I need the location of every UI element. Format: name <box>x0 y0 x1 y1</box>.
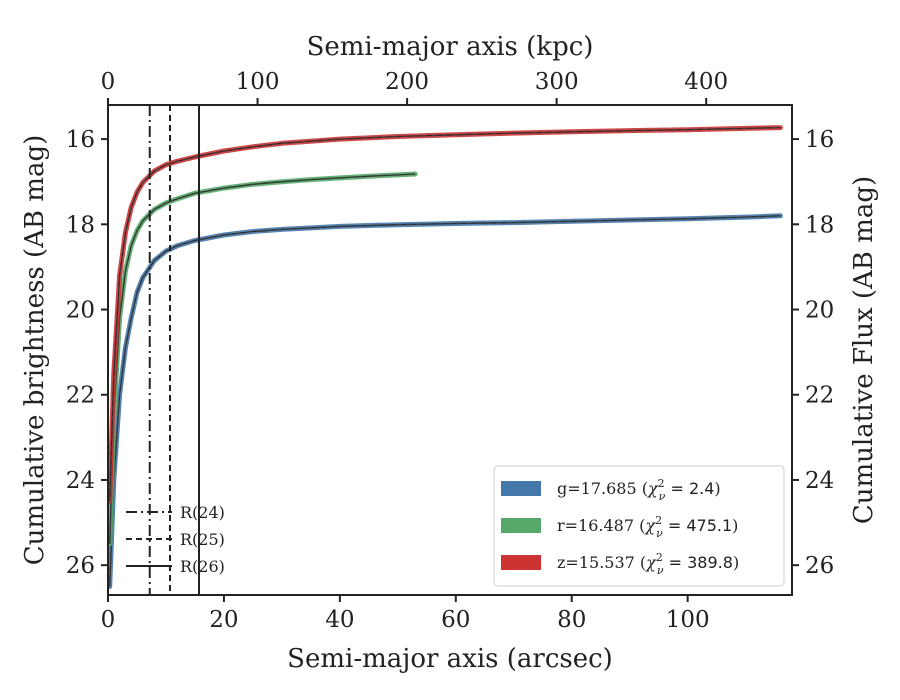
y-left-tick-label: 16 <box>66 127 95 153</box>
series-r-model <box>108 173 416 544</box>
x-axis-bottom-label: Semi-major axis (arcsec) <box>287 644 613 674</box>
y-right-tick-label: 26 <box>805 553 834 579</box>
y-left-tick-label: 26 <box>66 553 95 579</box>
legend-g-swatch <box>501 481 541 496</box>
x-axis-top-label: Semi-major axis (kpc) <box>307 32 594 62</box>
x-top-tick-label: 400 <box>684 69 728 95</box>
plot-marks <box>108 105 783 595</box>
legend-r25-label: R(25) <box>180 530 225 549</box>
plot-area <box>108 105 783 595</box>
y-left-tick-label: 20 <box>66 298 95 324</box>
y-right-tick-label: 24 <box>805 468 834 494</box>
y-right-tick-label: 22 <box>805 383 834 409</box>
x-top-tick-label: 0 <box>101 69 116 95</box>
x-top-tick-label: 100 <box>236 69 280 95</box>
legend-box <box>493 465 785 587</box>
legend-r24-label: R(24) <box>180 503 225 522</box>
x-top-tick-label: 200 <box>385 69 429 95</box>
x-bottom-tick-label: 100 <box>666 607 710 633</box>
y-left-tick-label: 18 <box>66 212 95 238</box>
legend-z-label: z=15.537 (χ2 ν = 389.8) <box>557 551 739 577</box>
y-left-tick-label: 22 <box>66 383 95 409</box>
x-bottom-tick-label: 20 <box>209 607 238 633</box>
legend-z-swatch <box>501 555 541 570</box>
series-z-model <box>108 126 781 502</box>
x-bottom-tick-label: 60 <box>441 607 470 633</box>
y-right-tick-label: 20 <box>805 298 834 324</box>
legend-bands: g=17.685 (χ2 ν = 2.4) r=16.487 (χ2 ν = 475… <box>493 465 785 587</box>
series-g-model <box>108 215 781 587</box>
legend-g-label: g=17.685 (χ2 ν = 2.4) <box>557 477 721 503</box>
series-z-band <box>108 125 783 504</box>
y-right-tick-label: 18 <box>805 212 834 238</box>
x-bottom-tick-label: 80 <box>557 607 586 633</box>
legend-r26-label: R(26) <box>180 557 225 576</box>
y-axis-left-label: Cumulative brightness (AB mag) <box>20 135 50 566</box>
x-top-tick-label: 300 <box>535 69 579 95</box>
x-bottom-tick-label: 0 <box>101 607 116 633</box>
plot-frame <box>107 104 793 596</box>
legend-r-swatch <box>501 518 541 533</box>
axis-ticks: 0 20 40 60 80 100 0 100 200 300 400 16 16 18 18 20 20 22 2… <box>66 69 835 633</box>
legend-radius: R(24) R(25) R(26) <box>126 503 225 576</box>
legend-r-label: r=16.487 (χ2 ν = 475.1) <box>557 514 738 540</box>
x-bottom-tick-label: 40 <box>325 607 354 633</box>
y-right-tick-label: 16 <box>805 127 834 153</box>
series-z-line <box>109 126 781 502</box>
y-left-tick-label: 24 <box>66 468 95 494</box>
y-axis-right-label: Cumulative Flux (AB mag) <box>849 176 879 524</box>
